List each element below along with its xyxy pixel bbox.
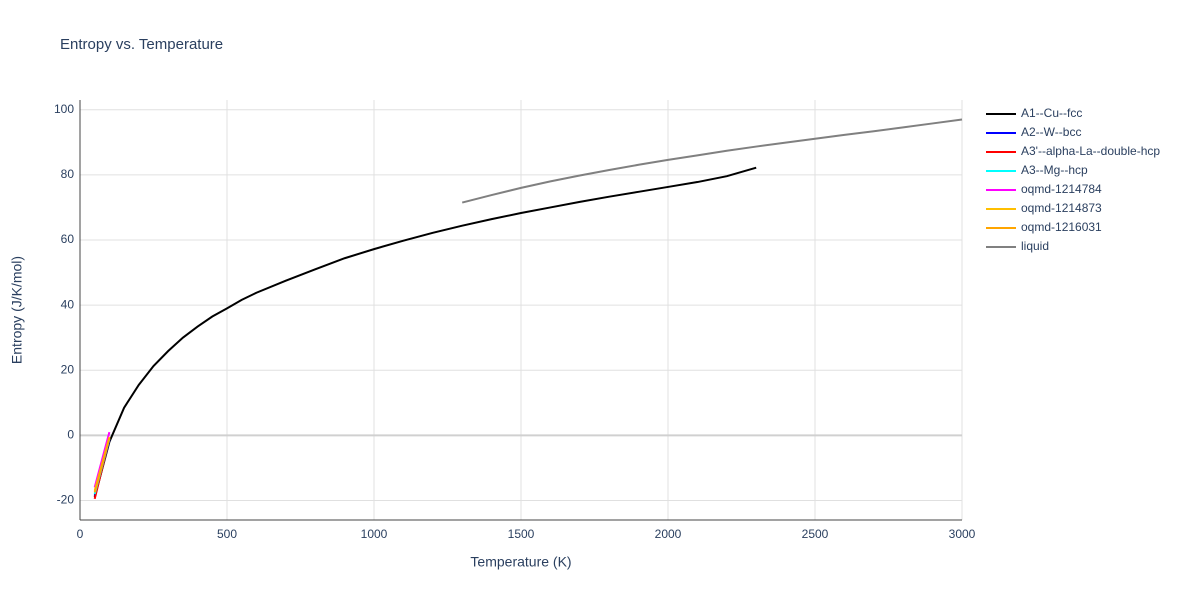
x-tick-label: 1500: [508, 527, 535, 541]
legend-label: oqmd-1214873: [1021, 201, 1102, 215]
y-tick-label: 80: [61, 167, 75, 181]
y-tick-label: 100: [54, 102, 74, 116]
y-tick-label: -20: [57, 493, 75, 507]
x-tick-label: 2500: [802, 527, 829, 541]
series-line: [461, 118, 963, 204]
legend-label: A3--Mg--hcp: [1021, 163, 1088, 177]
y-axis-title: Entropy (J/K/mol): [9, 256, 25, 364]
x-tick-label: 3000: [949, 527, 976, 541]
series-line: [93, 166, 757, 498]
chart-title: Entropy vs. Temperature: [60, 36, 223, 53]
y-tick-label: 0: [67, 428, 74, 442]
legend-label: oqmd-1214784: [1021, 182, 1102, 196]
legend-label: A3'--alpha-La--double-hcp: [1021, 144, 1160, 158]
legend-label: A1--Cu--fcc: [1021, 106, 1082, 120]
legend-label: A2--W--bcc: [1021, 125, 1081, 139]
series-line: [93, 437, 111, 493]
y-tick-label: 60: [61, 232, 75, 246]
plot-lines: [93, 118, 963, 500]
x-tick-label: 1000: [361, 527, 388, 541]
x-axis-title: Temperature (K): [470, 554, 571, 570]
x-tick-label: 500: [217, 527, 237, 541]
legend-label: oqmd-1216031: [1021, 220, 1102, 234]
x-tick-label: 0: [77, 527, 84, 541]
grid: 0 500 1000 1500 2000 2500 3000 -20 0 20 40 60 80 100: [54, 100, 976, 541]
legend-label: liquid: [1021, 239, 1049, 253]
legend: A1--Cu--fcc A2--W--bcc A3'--alpha-La--doub…: [986, 106, 1160, 253]
y-tick-label: 20: [61, 362, 75, 376]
y-tick-label: 40: [61, 297, 75, 311]
x-tick-label: 2000: [655, 527, 682, 541]
